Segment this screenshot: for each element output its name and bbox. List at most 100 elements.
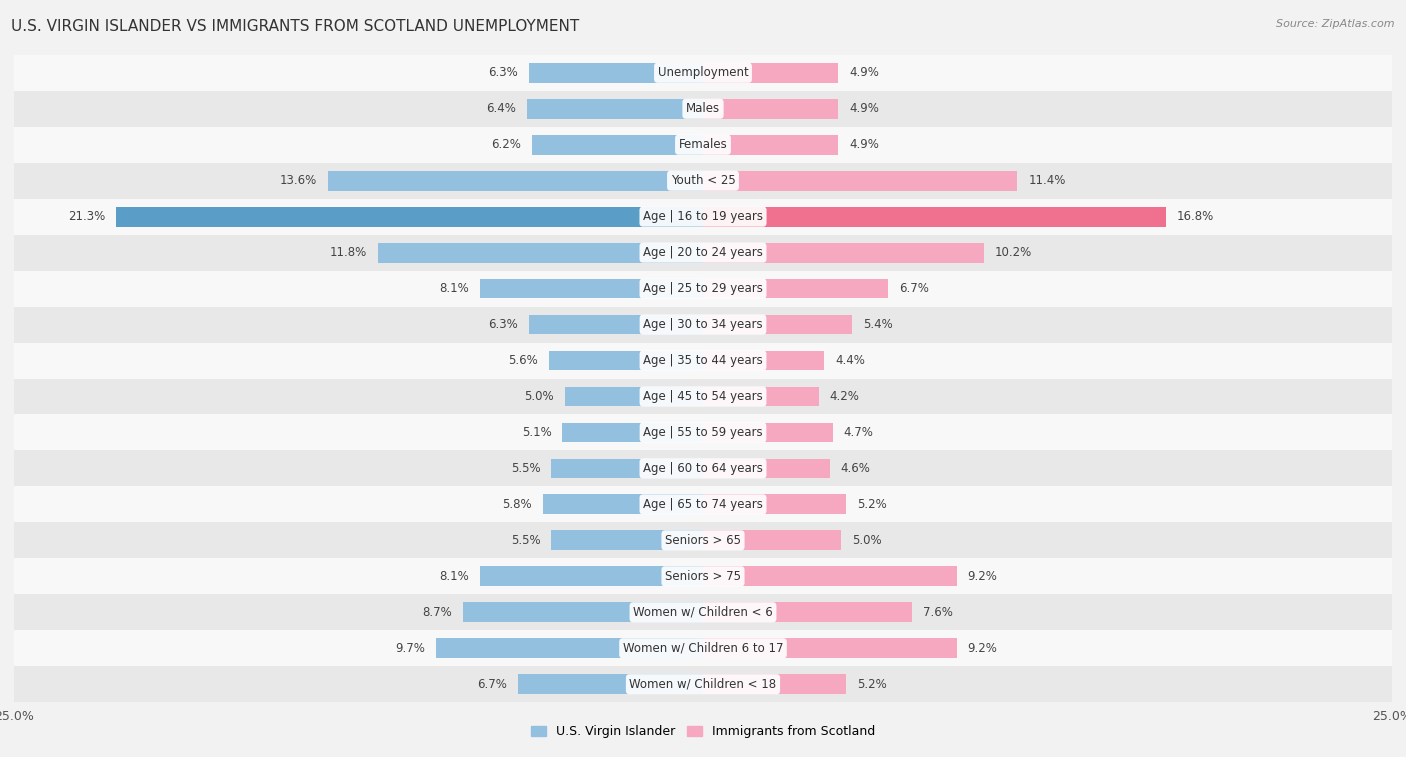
Bar <box>703 422 832 442</box>
Bar <box>703 350 824 370</box>
Text: Seniors > 75: Seniors > 75 <box>665 570 741 583</box>
Text: 5.6%: 5.6% <box>508 354 537 367</box>
Text: Seniors > 65: Seniors > 65 <box>665 534 741 547</box>
Text: 13.6%: 13.6% <box>280 174 318 187</box>
Bar <box>14 235 1392 270</box>
Bar <box>530 63 703 83</box>
Text: Women w/ Children < 18: Women w/ Children < 18 <box>630 678 776 690</box>
Text: Age | 35 to 44 years: Age | 35 to 44 years <box>643 354 763 367</box>
Text: 6.2%: 6.2% <box>491 139 522 151</box>
Text: 5.1%: 5.1% <box>522 426 551 439</box>
Bar <box>543 494 703 514</box>
Bar <box>436 638 703 658</box>
Bar <box>703 63 838 83</box>
Bar <box>703 171 1017 191</box>
Bar <box>565 387 703 407</box>
Text: 6.3%: 6.3% <box>489 318 519 331</box>
Text: 4.9%: 4.9% <box>849 67 879 79</box>
Text: 6.3%: 6.3% <box>489 67 519 79</box>
Text: 4.4%: 4.4% <box>835 354 865 367</box>
Text: 10.2%: 10.2% <box>995 246 1032 259</box>
Bar <box>703 531 841 550</box>
Bar <box>551 531 703 550</box>
Text: 5.5%: 5.5% <box>510 534 540 547</box>
Bar <box>548 350 703 370</box>
Text: Unemployment: Unemployment <box>658 67 748 79</box>
Text: 4.9%: 4.9% <box>849 139 879 151</box>
Bar <box>14 342 1392 378</box>
Text: 7.6%: 7.6% <box>924 606 953 618</box>
Text: 8.1%: 8.1% <box>439 570 468 583</box>
Text: 5.2%: 5.2% <box>858 678 887 690</box>
Text: 8.1%: 8.1% <box>439 282 468 295</box>
Text: Age | 45 to 54 years: Age | 45 to 54 years <box>643 390 763 403</box>
Text: Women w/ Children 6 to 17: Women w/ Children 6 to 17 <box>623 642 783 655</box>
Bar <box>14 631 1392 666</box>
Text: Source: ZipAtlas.com: Source: ZipAtlas.com <box>1277 19 1395 29</box>
Text: 9.7%: 9.7% <box>395 642 425 655</box>
Text: 9.2%: 9.2% <box>967 570 997 583</box>
Bar <box>703 459 830 478</box>
Bar <box>703 207 1166 226</box>
Bar <box>519 674 703 694</box>
Bar <box>14 559 1392 594</box>
Text: 5.2%: 5.2% <box>858 498 887 511</box>
Bar <box>551 459 703 478</box>
Text: 6.4%: 6.4% <box>485 102 516 115</box>
Text: Age | 16 to 19 years: Age | 16 to 19 years <box>643 210 763 223</box>
Text: 6.7%: 6.7% <box>898 282 928 295</box>
Bar <box>562 422 703 442</box>
Text: 4.6%: 4.6% <box>841 462 870 475</box>
Bar <box>14 91 1392 126</box>
Bar <box>703 315 852 335</box>
Text: 5.8%: 5.8% <box>502 498 531 511</box>
Text: 6.7%: 6.7% <box>478 678 508 690</box>
Bar <box>14 198 1392 235</box>
Text: Age | 60 to 64 years: Age | 60 to 64 years <box>643 462 763 475</box>
Text: 4.7%: 4.7% <box>844 426 873 439</box>
Bar <box>14 126 1392 163</box>
Text: Age | 20 to 24 years: Age | 20 to 24 years <box>643 246 763 259</box>
Bar <box>14 522 1392 559</box>
Text: 16.8%: 16.8% <box>1177 210 1215 223</box>
Bar <box>14 666 1392 702</box>
Bar <box>703 603 912 622</box>
Bar <box>117 207 703 226</box>
Bar <box>530 315 703 335</box>
Text: 11.4%: 11.4% <box>1028 174 1066 187</box>
Bar <box>703 566 956 586</box>
Text: Males: Males <box>686 102 720 115</box>
Bar <box>703 638 956 658</box>
Bar <box>14 378 1392 415</box>
Bar <box>703 99 838 119</box>
Bar <box>703 674 846 694</box>
Text: 5.5%: 5.5% <box>510 462 540 475</box>
Bar <box>703 387 818 407</box>
Bar <box>479 279 703 298</box>
Text: 5.0%: 5.0% <box>852 534 882 547</box>
Bar <box>14 307 1392 342</box>
Bar <box>14 415 1392 450</box>
Bar <box>703 279 887 298</box>
Bar <box>703 135 838 154</box>
Text: U.S. VIRGIN ISLANDER VS IMMIGRANTS FROM SCOTLAND UNEMPLOYMENT: U.S. VIRGIN ISLANDER VS IMMIGRANTS FROM … <box>11 19 579 34</box>
Text: Age | 30 to 34 years: Age | 30 to 34 years <box>643 318 763 331</box>
Bar <box>14 487 1392 522</box>
Text: Youth < 25: Youth < 25 <box>671 174 735 187</box>
Bar <box>703 494 846 514</box>
Bar <box>14 55 1392 91</box>
Text: 8.7%: 8.7% <box>422 606 453 618</box>
Bar <box>479 566 703 586</box>
Bar <box>14 450 1392 487</box>
Text: Women w/ Children < 6: Women w/ Children < 6 <box>633 606 773 618</box>
Bar <box>378 243 703 263</box>
Text: 5.4%: 5.4% <box>863 318 893 331</box>
Text: 11.8%: 11.8% <box>329 246 367 259</box>
Text: 4.9%: 4.9% <box>849 102 879 115</box>
Bar <box>14 270 1392 307</box>
Text: Age | 55 to 59 years: Age | 55 to 59 years <box>643 426 763 439</box>
Bar <box>328 171 703 191</box>
Text: Age | 65 to 74 years: Age | 65 to 74 years <box>643 498 763 511</box>
Bar <box>527 99 703 119</box>
Bar <box>14 163 1392 198</box>
